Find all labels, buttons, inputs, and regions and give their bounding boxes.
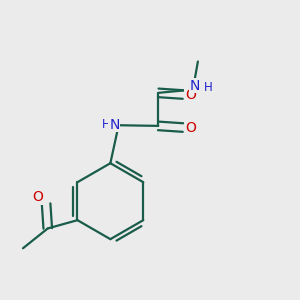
Text: O: O xyxy=(185,121,196,134)
Text: H: H xyxy=(102,118,110,131)
Text: N: N xyxy=(109,118,119,132)
Text: N: N xyxy=(189,79,200,93)
Text: O: O xyxy=(185,88,196,101)
Text: O: O xyxy=(32,190,43,204)
Text: H: H xyxy=(203,81,212,94)
